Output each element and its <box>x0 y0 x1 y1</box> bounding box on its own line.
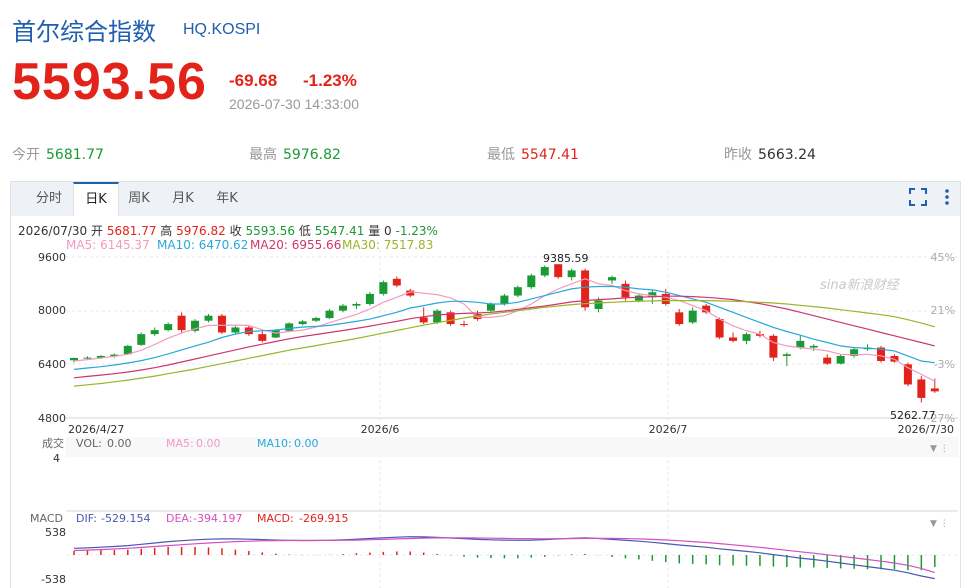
ohlc-open: 5681.77 <box>106 224 157 238</box>
quote-datetime: 2026-07-30 14:33:00 <box>229 96 359 112</box>
tab-intraday[interactable]: 分时 <box>35 191 62 206</box>
ohlc-high-label: 高 <box>160 224 173 238</box>
ma30-legend: MA30: 7517.83 <box>342 238 433 252</box>
ma5-legend: MA5: 6145.37 <box>66 238 150 252</box>
stat-open-label: 今开 <box>12 147 40 163</box>
stat-low-label: 最低 <box>487 147 515 163</box>
ma20-legend-label: MA20: <box>250 238 288 252</box>
ohlc-close-label: 收 <box>229 224 242 238</box>
current-price: 5593.56 <box>12 53 207 111</box>
ohlc-low: 5547.41 <box>314 224 365 238</box>
ma20-legend-value: 6955.66 <box>291 238 342 252</box>
stat-high: 最高 5976.82 <box>249 144 341 164</box>
more-vertical-icon[interactable] <box>938 188 956 211</box>
stat-low: 最低 5547.41 <box>487 144 579 164</box>
ma5-legend-label: MA5: <box>66 238 97 252</box>
price-change-percent: -1.23% <box>303 71 357 90</box>
stat-open: 今开 5681.77 <box>12 144 104 164</box>
stat-prev-close-label: 昨收 <box>724 147 752 163</box>
chart-panel <box>10 181 961 588</box>
ohlc-open-label: 开 <box>91 224 104 238</box>
stat-high-label: 最高 <box>249 147 277 163</box>
ohlc-vol-label: 量 <box>368 224 381 238</box>
ma20-legend: MA20: 6955.66 <box>250 238 341 252</box>
ohlc-pct: -1.23% <box>395 224 438 238</box>
ohlc-high: 5976.82 <box>176 224 226 238</box>
tab-daily[interactable]: 日K <box>73 182 119 216</box>
stat-prev-close-value: 5663.24 <box>758 147 816 163</box>
stat-high-value: 5976.82 <box>283 147 341 163</box>
stat-low-value: 5547.41 <box>521 147 579 163</box>
ohlc-close: 5593.56 <box>245 224 296 238</box>
index-name: 首尔综合指数 <box>12 18 156 46</box>
period-tabs: 分时 日K 周K 月K 年K <box>11 182 960 216</box>
tab-monthly[interactable]: 月K <box>172 191 194 206</box>
ma30-legend-value: 7517.83 <box>383 238 434 252</box>
ma5-legend-value: 6145.37 <box>100 238 150 252</box>
ohlc-vol: 0 <box>384 224 392 238</box>
tab-weekly[interactable]: 周K <box>128 191 150 206</box>
stat-open-value: 5681.77 <box>46 147 104 163</box>
ohlc-date: 2026/07/30 <box>18 224 88 238</box>
ohlc-summary: 2026/07/30 开 5681.77 高 5976.82 收 5593.56… <box>18 222 438 239</box>
fullscreen-icon[interactable] <box>909 188 927 211</box>
price-change: -69.68 <box>229 71 278 90</box>
ma30-legend-label: MA30: <box>342 238 380 252</box>
index-code: HQ.KOSPI <box>183 21 261 38</box>
stat-prev-close: 昨收 5663.24 <box>724 144 816 164</box>
tab-yearly[interactable]: 年K <box>216 191 238 206</box>
ohlc-low-label: 低 <box>298 224 311 238</box>
ma10-legend-label: MA10: <box>157 238 195 252</box>
ma10-legend-value: 6470.62 <box>198 238 249 252</box>
ma10-legend: MA10: 6470.62 <box>157 238 248 252</box>
